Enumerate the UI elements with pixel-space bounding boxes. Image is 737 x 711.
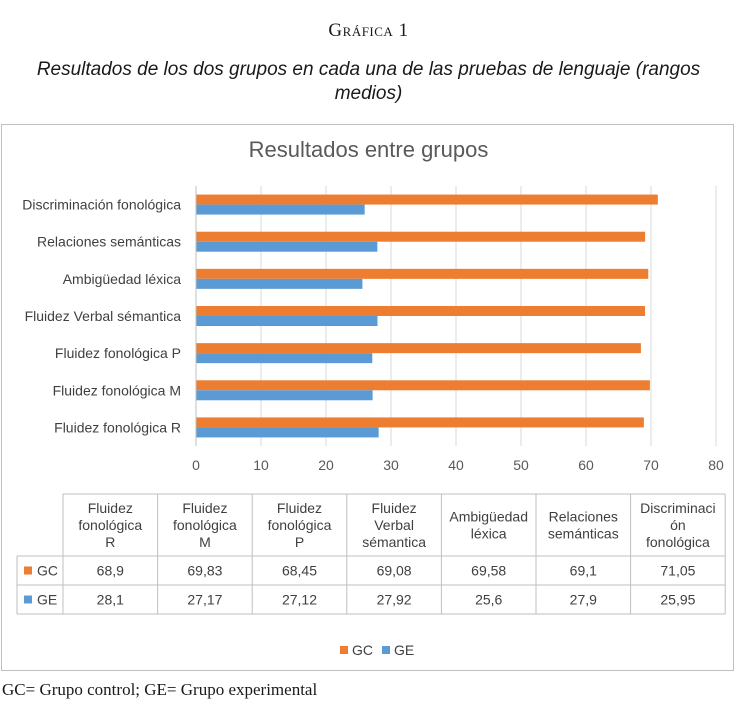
chart-title: Resultados entre grupos xyxy=(248,137,489,162)
figure-caption: Resultados de los dos grupos en cada una… xyxy=(36,59,701,104)
figure-label: Gráfica 1 xyxy=(328,20,409,41)
footnote: GC= Grupo control; GE= Grupo experimenta… xyxy=(2,680,318,699)
chart-frame xyxy=(1,124,734,671)
